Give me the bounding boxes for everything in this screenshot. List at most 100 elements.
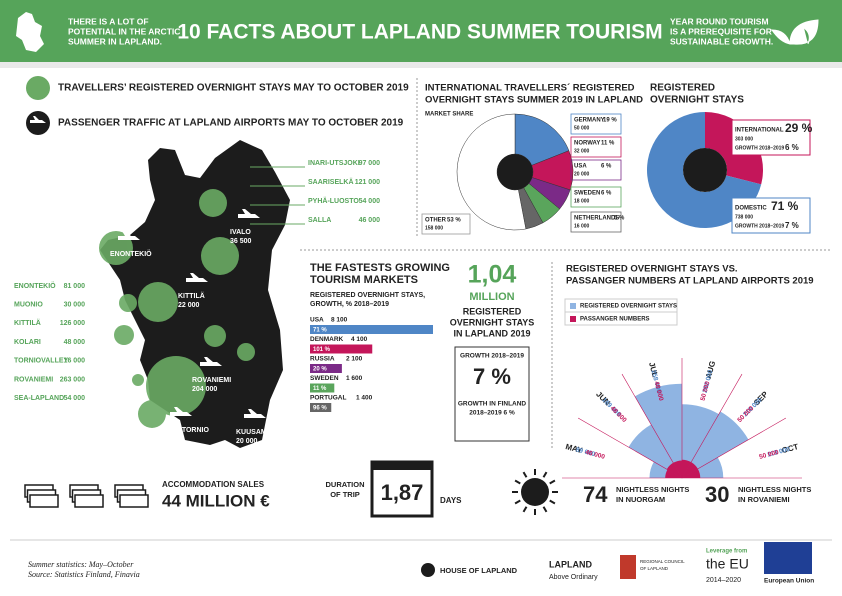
bar	[310, 344, 373, 354]
spoke	[577, 417, 683, 479]
label: 46 000	[584, 449, 605, 461]
label: NIGHTLESS NIGHTS	[616, 485, 689, 494]
label: ACCOMMODATION SALES	[162, 480, 265, 489]
label: GROWTH, % 2018–2019	[310, 301, 389, 308]
stay-circle	[138, 400, 166, 428]
label: ROVANIEMI	[192, 377, 231, 384]
bar	[310, 403, 332, 412]
label: 50 000	[574, 125, 590, 131]
label: 158 000	[425, 225, 443, 231]
label-box	[570, 159, 622, 181]
label: OVERNIGHT STAYS SUMMER 2019 IN LAPLAND	[425, 95, 643, 106]
stay-circle	[138, 282, 178, 322]
bar	[310, 364, 342, 373]
label: 6 %	[785, 143, 799, 152]
label: IN ROVANIEMI	[738, 495, 790, 504]
label: REGISTERED OVERNIGHT STAYS VS.	[566, 264, 738, 275]
stays-wedge	[634, 383, 682, 478]
label: 7 %	[473, 364, 511, 389]
label: 8 100	[331, 317, 348, 324]
label: MILLION	[469, 291, 514, 303]
label: PASSANGER NUMBERS AT LAPLAND AIRPORTS 20…	[566, 276, 814, 287]
label: SEA-LAPLAND	[14, 395, 64, 402]
label: 50 000	[700, 380, 712, 401]
title: 10 FACTS ABOUT LAPLAND SUMMER TOURISM	[177, 21, 662, 44]
label: European Union	[764, 578, 814, 585]
label: 11 %	[601, 141, 615, 147]
label: 54 000	[64, 395, 86, 402]
sun-ray	[514, 499, 521, 505]
stays-wedge	[682, 404, 719, 478]
label: DENMARK	[310, 336, 344, 343]
label: 20 000	[574, 171, 590, 177]
label: MAY	[565, 442, 584, 455]
label: INTERNATIONAL	[735, 128, 784, 134]
label: PASSANGER NUMBERS	[580, 317, 650, 323]
sun-ray	[522, 471, 528, 478]
plane-icon	[200, 357, 222, 366]
label: NORWAY	[574, 141, 600, 147]
donut-hole	[497, 154, 533, 190]
label: Summer statistics: May–October	[28, 560, 134, 569]
label: 50 000	[758, 449, 779, 461]
label-box	[731, 197, 811, 234]
label: TOURISM MARKETS	[310, 274, 418, 286]
label: GROWTH IN FINLAND	[458, 401, 527, 408]
label: GROWTH 2018–2019	[735, 223, 784, 229]
growth-box	[454, 346, 530, 442]
label: 54 000	[359, 198, 381, 205]
label: 2014–2020	[706, 577, 741, 584]
label: JUL	[647, 361, 660, 378]
label-box	[731, 119, 811, 156]
label: YEAR ROUND TOURISM	[670, 16, 769, 26]
label: DURATION	[325, 480, 364, 489]
label: 48 000	[609, 405, 628, 424]
label-box	[421, 213, 471, 235]
stay-circle	[119, 294, 137, 312]
label: USA	[574, 164, 587, 170]
sun-ray	[549, 499, 556, 505]
label: 16 000	[574, 223, 590, 229]
label: 121 000	[355, 179, 380, 186]
sun-ray	[549, 479, 556, 485]
label: 6 %	[601, 191, 612, 197]
label: 16 000	[64, 358, 86, 365]
label: KOLARI	[14, 339, 41, 346]
label: 1 600	[346, 375, 363, 382]
sun-ray	[514, 479, 521, 485]
label: GROWTH 2018–2019	[460, 353, 524, 360]
label: KITTILÄ	[178, 292, 205, 300]
label: 126 000	[60, 320, 85, 327]
plane-icon	[238, 209, 260, 218]
label: USA	[310, 317, 324, 324]
label: AUG	[704, 360, 717, 380]
house-logo	[421, 563, 435, 577]
label: KUUSAMO	[236, 429, 273, 436]
passenger-wedge	[682, 462, 698, 478]
map-circles	[99, 189, 255, 428]
label: 1 400	[356, 395, 373, 402]
header-shadow	[0, 62, 842, 68]
sun-ray	[542, 471, 548, 478]
label: 28 000	[162, 436, 184, 443]
label: OTHER	[425, 218, 447, 224]
stays-wedge	[628, 424, 682, 478]
label: HOUSE OF LAPLAND	[440, 566, 518, 575]
label: DAYS	[440, 496, 462, 505]
label: NETHERLANDS	[574, 216, 619, 222]
label: INTERNATIONAL TRAVELLERS´ REGISTERED	[425, 83, 635, 94]
stay-circle	[146, 356, 206, 416]
label: 30 000	[64, 302, 86, 309]
label: 22 000	[178, 302, 200, 309]
label: OCT	[781, 442, 800, 455]
label: OF TRIP	[330, 490, 360, 499]
label: GERMANY	[574, 118, 605, 124]
label: IN LAPLAND 2019	[453, 328, 530, 338]
label: THERE IS A LOT OF	[68, 16, 149, 26]
label: OVERNIGHT STAYS	[650, 95, 744, 106]
plane-icon	[244, 409, 266, 418]
label: 6 %	[601, 164, 612, 170]
label: 7 %	[785, 221, 799, 230]
label: 97 000	[359, 160, 381, 167]
stays-wedge	[682, 411, 749, 478]
